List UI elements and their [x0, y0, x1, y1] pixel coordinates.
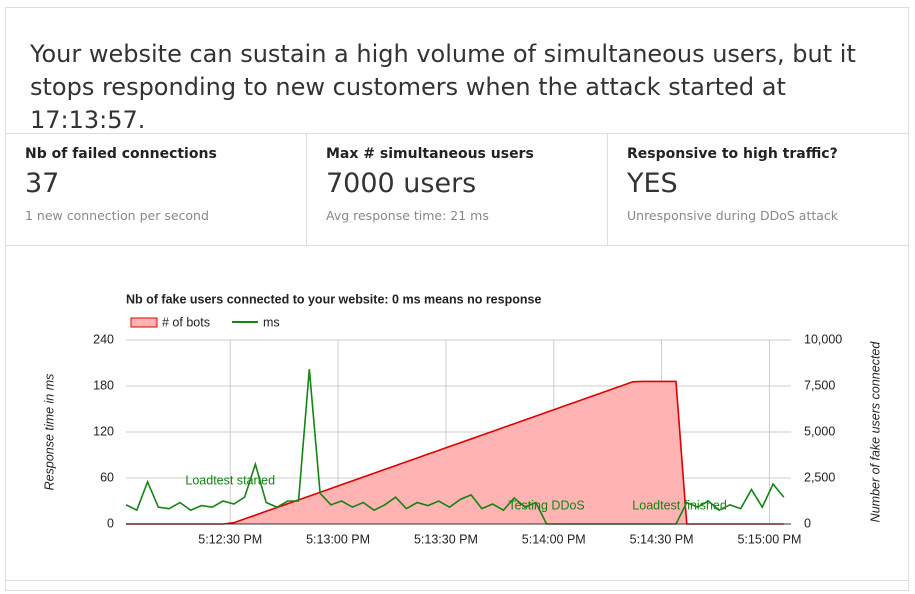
y2-tick-label: 2,500: [804, 470, 835, 484]
headline-box: Your website can sustain a high volume o…: [6, 8, 908, 134]
legend-swatch: [130, 317, 158, 328]
y-tick-label: 180: [93, 378, 114, 392]
y-tick-label: 240: [93, 332, 114, 346]
stat-value: YES: [627, 168, 678, 199]
stat-value: 37: [25, 168, 60, 199]
x-tick-label: 5:13:30 PM: [414, 532, 478, 546]
stat-note: Avg response time: 21 ms: [326, 208, 489, 223]
legend-label: # of bots: [162, 315, 210, 329]
x-tick-label: 5:14:00 PM: [522, 532, 586, 546]
report: Your website can sustain a high volume o…: [5, 7, 909, 591]
chart-box: Nb of fake users connected to your websi…: [6, 246, 908, 581]
y2-tick-label: 5,000: [804, 424, 835, 438]
headline: Your website can sustain a high volume o…: [30, 40, 856, 134]
stat-value: 7000 users: [326, 168, 477, 199]
annotation: Loadtest finished: [632, 499, 727, 513]
area: [126, 381, 784, 524]
stat-note: 1 new connection per second: [25, 208, 209, 223]
stat-note: Unresponsive during DDoS attack: [627, 208, 839, 223]
x-tick-label: 5:12:30 PM: [198, 532, 262, 546]
stat-label: Responsive to high traffic?: [627, 146, 838, 162]
y2-tick-label: 0: [804, 516, 811, 530]
y2-tick-label: 7,500: [804, 378, 835, 392]
y-tick-label: 0: [107, 516, 114, 530]
stat-card: Responsive to high traffic? YES Unrespon…: [607, 134, 909, 246]
chart: Nb of fake users connected to your websi…: [42, 292, 882, 546]
chart-title: Nb of fake users connected to your websi…: [126, 292, 541, 306]
legend-label: ms: [263, 315, 280, 329]
x-tick-label: 5:14:30 PM: [630, 532, 694, 546]
y-tick-label: 120: [93, 424, 114, 438]
x-tick-label: 5:13:00 PM: [306, 532, 370, 546]
stat-label: Nb of failed connections: [25, 146, 217, 162]
y2-tick-label: 10,000: [804, 332, 842, 346]
x-tick-label: 5:15:00 PM: [737, 532, 801, 546]
y-tick-label: 60: [100, 470, 114, 484]
annotation: Testing DDoS: [508, 499, 584, 513]
series-line: [126, 380, 784, 525]
y-axis-label: Response time in ms: [42, 374, 56, 491]
y2-axis-label: Number of fake users connected: [868, 341, 882, 523]
stat-card: Nb of failed connections 37 1 new connec…: [6, 134, 306, 246]
annotation: Loadtest started: [185, 473, 275, 487]
stat-label: Max # simultaneous users: [326, 146, 534, 162]
stat-card: Max # simultaneous users 7000 users Avg …: [306, 134, 607, 246]
